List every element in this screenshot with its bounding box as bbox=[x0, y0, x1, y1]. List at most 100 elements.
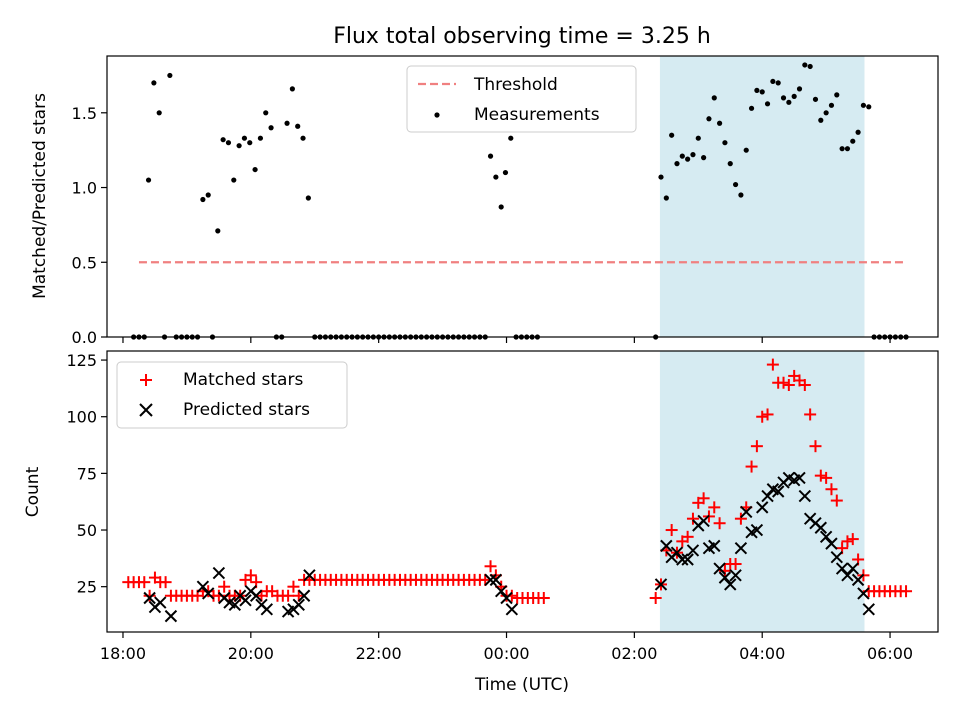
measurement-point bbox=[663, 195, 669, 201]
predicted-star-point bbox=[143, 591, 156, 605]
measurement-point bbox=[145, 177, 152, 183]
measurement-point bbox=[759, 89, 765, 95]
measurement-point bbox=[156, 110, 162, 116]
top-observing-span bbox=[659, 56, 865, 337]
measurement-point bbox=[695, 135, 701, 141]
measurement-point bbox=[220, 137, 226, 143]
predicted-star-x-b bbox=[228, 598, 242, 612]
predicted-star-point bbox=[798, 489, 812, 503]
matched-star-point bbox=[809, 440, 822, 453]
measurement-point bbox=[738, 192, 744, 198]
matched-star-point bbox=[537, 592, 550, 605]
predicted-star-x-b bbox=[761, 489, 774, 503]
predicted-star-x-b bbox=[484, 573, 497, 587]
predicted-star-x-b bbox=[793, 471, 806, 485]
predicted-star-x-b bbox=[857, 587, 870, 600]
measurement-point bbox=[685, 156, 691, 162]
predicted-star-x-b bbox=[654, 578, 668, 591]
predicted-star-x-b bbox=[292, 598, 305, 612]
measurement-point bbox=[722, 140, 728, 146]
measurement-point bbox=[791, 93, 797, 99]
matched-star-point bbox=[665, 524, 678, 537]
matched-star-point bbox=[138, 576, 151, 589]
matched-star-point bbox=[820, 471, 833, 484]
predicted-star-point bbox=[708, 539, 721, 553]
measurement-point bbox=[493, 174, 499, 180]
matched-star-point bbox=[756, 410, 769, 423]
bottom-y-tick-label: 100 bbox=[66, 408, 97, 427]
predicted-star-point bbox=[670, 546, 684, 559]
matched-star-point bbox=[708, 501, 721, 514]
predicted-star-point bbox=[761, 489, 774, 503]
bottom-panel: 25 50 75 100 125 18:00 20:00 22:00 00:00 02:00 04… bbox=[23, 350, 939, 695]
measurement-point bbox=[167, 72, 173, 79]
matched-star-point bbox=[287, 580, 300, 593]
top-y-ticks: 0.0 0.5 1.0 1.5 bbox=[72, 104, 107, 347]
predicted-star-point bbox=[729, 569, 742, 582]
bottom-legend-box bbox=[116, 361, 348, 429]
predicted-star-x-b bbox=[729, 569, 742, 582]
measurement-point bbox=[268, 125, 274, 131]
predicted-star-x-b bbox=[708, 539, 721, 553]
measurement-point bbox=[205, 192, 211, 198]
top-y-tick-label: 0.5 bbox=[72, 253, 97, 272]
measurement-point bbox=[711, 95, 717, 101]
bottom-legend: Matched stars Predicted stars bbox=[116, 361, 348, 429]
measurement-point bbox=[834, 92, 840, 98]
measurement-point bbox=[289, 86, 295, 92]
measurement-point bbox=[812, 96, 819, 102]
measurement-point bbox=[764, 101, 771, 107]
legend-predicted-swatch bbox=[139, 403, 153, 417]
predicted-star-x-b bbox=[164, 609, 178, 623]
matched-star-point bbox=[729, 558, 742, 571]
measurement-point bbox=[770, 78, 776, 85]
measurement-point bbox=[727, 161, 733, 167]
bottom-y-tick-label: 25 bbox=[77, 578, 97, 597]
predicted-star-point bbox=[500, 591, 513, 605]
predicted-star-x-b bbox=[212, 566, 226, 580]
predicted-star-point bbox=[494, 585, 508, 598]
predicted-star-x-b bbox=[494, 585, 508, 598]
predicted-star-x-b bbox=[771, 485, 785, 498]
measurement-point bbox=[498, 204, 504, 210]
measurement-point bbox=[669, 132, 675, 138]
predicted-star-point bbox=[862, 603, 875, 616]
legend-threshold-label: Threshold bbox=[473, 75, 558, 95]
predicted-star-x-b bbox=[841, 569, 854, 582]
predicted-star-point bbox=[841, 569, 854, 582]
measurement-point bbox=[818, 117, 824, 123]
predicted-star-point bbox=[484, 573, 497, 587]
matched-star-point bbox=[841, 535, 854, 548]
predicted-star-point bbox=[297, 589, 311, 602]
top-panel: Flux total observing time = 3.25 h 0.00.… bbox=[30, 24, 939, 347]
predicted-star-x-b bbox=[676, 553, 689, 566]
predicted-star-point bbox=[654, 578, 668, 591]
predicted-star-point bbox=[249, 589, 263, 602]
predicted-star-x-b bbox=[223, 596, 236, 609]
top-axes-frame bbox=[106, 55, 939, 338]
measurement-point bbox=[658, 174, 664, 180]
top-legend: Threshold Measurements bbox=[406, 65, 637, 133]
bottom-x-ticks: 18:00 20:00 22:00 00:00 02:00 04:00 06:00 bbox=[100, 632, 913, 663]
measurement-point bbox=[706, 116, 712, 122]
matched-star-point bbox=[686, 512, 699, 525]
predicted-star-x-b bbox=[670, 546, 684, 559]
measurement-point bbox=[257, 135, 264, 141]
predicted-star-x-b bbox=[766, 483, 780, 496]
matched-star-point bbox=[825, 483, 838, 496]
predicted-star-point bbox=[718, 571, 732, 584]
chart-title: Flux total observing time = 3.25 h bbox=[333, 24, 711, 49]
predicted-star-point bbox=[819, 530, 833, 544]
measurement-point bbox=[786, 99, 792, 105]
measurement-point bbox=[300, 135, 306, 141]
predicted-star-point bbox=[851, 573, 865, 587]
predicted-star-x-b bbox=[249, 589, 263, 602]
top-legend-box bbox=[406, 65, 637, 133]
measurement-point bbox=[508, 135, 514, 141]
predicted-star-x-b bbox=[846, 562, 859, 575]
matched-star-point bbox=[697, 492, 710, 505]
predicted-star-point bbox=[825, 537, 838, 550]
predicted-star-x-b bbox=[814, 521, 828, 534]
matched-star-point bbox=[830, 494, 843, 507]
